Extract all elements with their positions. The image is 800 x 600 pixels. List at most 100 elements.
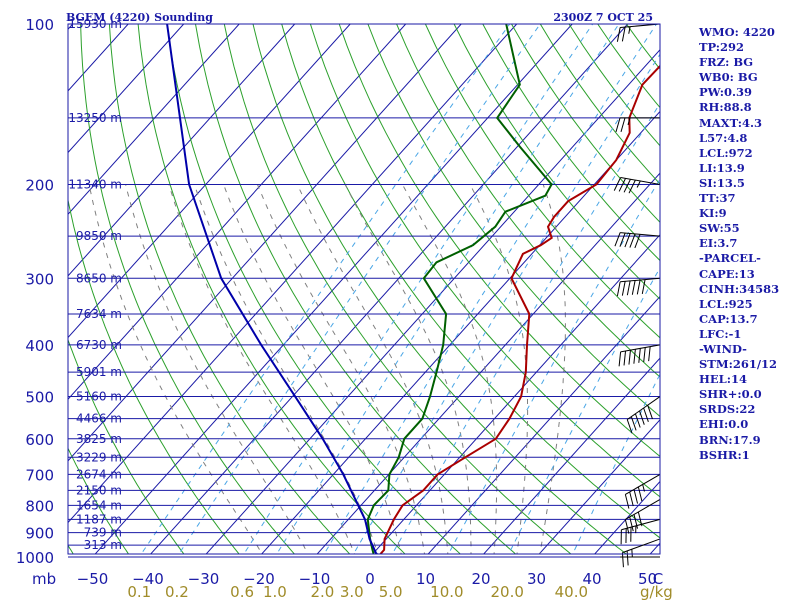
- moist-adiabat-line: [296, 184, 449, 554]
- isotherm-line: [538, 419, 660, 554]
- temperature-tick-label: 30: [527, 570, 546, 588]
- pressure-unit-label: mb: [32, 570, 56, 588]
- height-label: 3825 m: [76, 432, 122, 446]
- dry-adiabat-line: [68, 338, 185, 554]
- height-label: 13250 m: [68, 111, 122, 125]
- height-label: 1187 m: [76, 512, 122, 526]
- index-row: BSHR:1: [699, 447, 750, 462]
- index-row: STM:261/12: [699, 357, 778, 372]
- moist-adiabat-line: [193, 184, 379, 554]
- parcel-trace: [166, 24, 378, 554]
- index-row: SRDS:22: [699, 402, 756, 417]
- dry-adiabat-line: [0, 24, 26, 568]
- dry-adiabat-line: [338, 24, 660, 458]
- wind-barb: [624, 499, 661, 534]
- mixing-ratio-line: [508, 266, 660, 554]
- isotherm-line: [68, 24, 296, 277]
- wind-barb: [621, 538, 661, 568]
- dry-adiabat-line: [68, 197, 240, 554]
- dry-adiabat-line: [223, 24, 572, 554]
- pressure-tick-label: 900: [25, 525, 54, 543]
- moist-adiabat-line: [257, 184, 425, 554]
- temperature-unit-label: C: [653, 570, 663, 588]
- isotherm-line: [150, 24, 629, 554]
- dry-adiabat-line: [396, 24, 660, 378]
- wind-barb: [626, 396, 661, 434]
- isotherm-line: [68, 24, 407, 400]
- mixing-ratio-tick-label: 2.0: [310, 583, 334, 600]
- wind-barb: [613, 177, 661, 194]
- mixing-ratio-line: [323, 24, 657, 554]
- wind-barb: [624, 474, 661, 509]
- moist-adiabat-line: [401, 184, 498, 554]
- temperature-trace: [379, 64, 660, 554]
- isotherm-line: [205, 49, 660, 554]
- index-row: BRN:17.9: [699, 432, 761, 447]
- dry-adiabat-line: [424, 24, 660, 339]
- pressure-tick-label: 200: [25, 176, 54, 194]
- mixing-ratio-tick-label: 40.0: [555, 583, 588, 600]
- isotherm-line: [0, 24, 17, 557]
- height-label: 739 m: [84, 526, 122, 540]
- dry-adiabat-line: [195, 24, 517, 554]
- dewpoint-trace: [366, 24, 553, 554]
- dry-adiabat-line: [281, 24, 660, 539]
- pressure-tick-label: 800: [25, 497, 54, 515]
- mixing-ratio-line: [178, 24, 541, 554]
- index-row: CAP:13.7: [699, 311, 758, 326]
- dry-adiabat-line: [108, 24, 351, 554]
- index-row: L57:4.8: [699, 130, 748, 145]
- pressure-tick-label: 600: [25, 431, 54, 449]
- plot-frame: [67, 23, 661, 555]
- height-label: 8650 m: [76, 271, 122, 285]
- height-label: 5901 m: [76, 365, 122, 379]
- pressure-tick-label: 100: [25, 16, 54, 34]
- index-row: TP:292: [699, 40, 745, 55]
- index-row: TT:37: [699, 191, 736, 206]
- moist-adiabat-line: [539, 184, 566, 554]
- mixing-ratio-line: [572, 373, 660, 554]
- wind-barb: [618, 344, 661, 367]
- sounding-traces: [166, 24, 660, 554]
- dry-adiabat-line: [166, 24, 461, 554]
- height-label: 2674 m: [76, 467, 122, 481]
- isotherm-line: [68, 24, 351, 339]
- isotherm-line: [316, 172, 660, 554]
- temperature-tick-label: 40: [582, 570, 601, 588]
- temperature-tick-label: −10: [299, 570, 331, 588]
- isotherm-line: [68, 24, 518, 524]
- wind-barb: [614, 232, 661, 249]
- index-row: MAXT:4.3: [699, 115, 762, 130]
- height-label: 2150 m: [76, 483, 122, 497]
- moist-adiabat-line: [223, 184, 402, 554]
- height-label: 6730 m: [76, 338, 122, 352]
- isotherm-line: [427, 295, 660, 554]
- isotherm-line: [94, 24, 573, 554]
- isotherm-line: [68, 24, 462, 462]
- height-label: 7634 m: [76, 307, 122, 321]
- temperature-tick-label: 0: [365, 570, 375, 588]
- isotherm-line: [68, 24, 240, 215]
- isotherm-line: [372, 234, 660, 554]
- moist-adiabat-line: [344, 184, 472, 554]
- temperature-tick-label: −20: [243, 570, 275, 588]
- index-row: LCL:972: [699, 145, 753, 160]
- temperature-tick-label: 20: [471, 570, 490, 588]
- pressure-tick-label: 400: [25, 337, 54, 355]
- index-row: RH:88.8: [699, 100, 752, 115]
- index-row: SW:55: [699, 221, 740, 236]
- dry-adiabat-line: [68, 544, 74, 554]
- moist-adiabat-line: [168, 184, 356, 554]
- height-label: 313 m: [84, 538, 122, 552]
- moist-adiabat-line: [125, 184, 309, 554]
- index-row: WMO: 4220: [699, 25, 775, 39]
- pressure-tick-label: 700: [25, 466, 54, 484]
- index-row: FRZ: BG: [699, 55, 754, 70]
- dry-adiabat-line: [80, 24, 296, 554]
- index-row: CAPE:13: [699, 266, 755, 281]
- index-row: SHR+:0.0: [699, 387, 762, 402]
- index-row: -PARCEL-: [699, 251, 761, 266]
- mixing-ratio-tick-label: 1.0: [263, 583, 287, 600]
- isotherm-line: [68, 24, 185, 154]
